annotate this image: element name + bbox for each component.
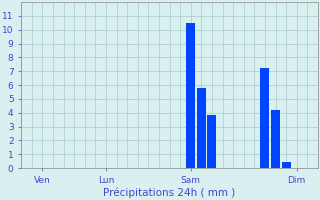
Bar [197, 88, 206, 168]
Bar [260, 68, 269, 168]
Bar [271, 110, 280, 168]
X-axis label: Précipitations 24h ( mm ): Précipitations 24h ( mm ) [103, 187, 236, 198]
Bar [282, 162, 291, 168]
Bar [186, 23, 195, 168]
Bar [207, 115, 216, 168]
